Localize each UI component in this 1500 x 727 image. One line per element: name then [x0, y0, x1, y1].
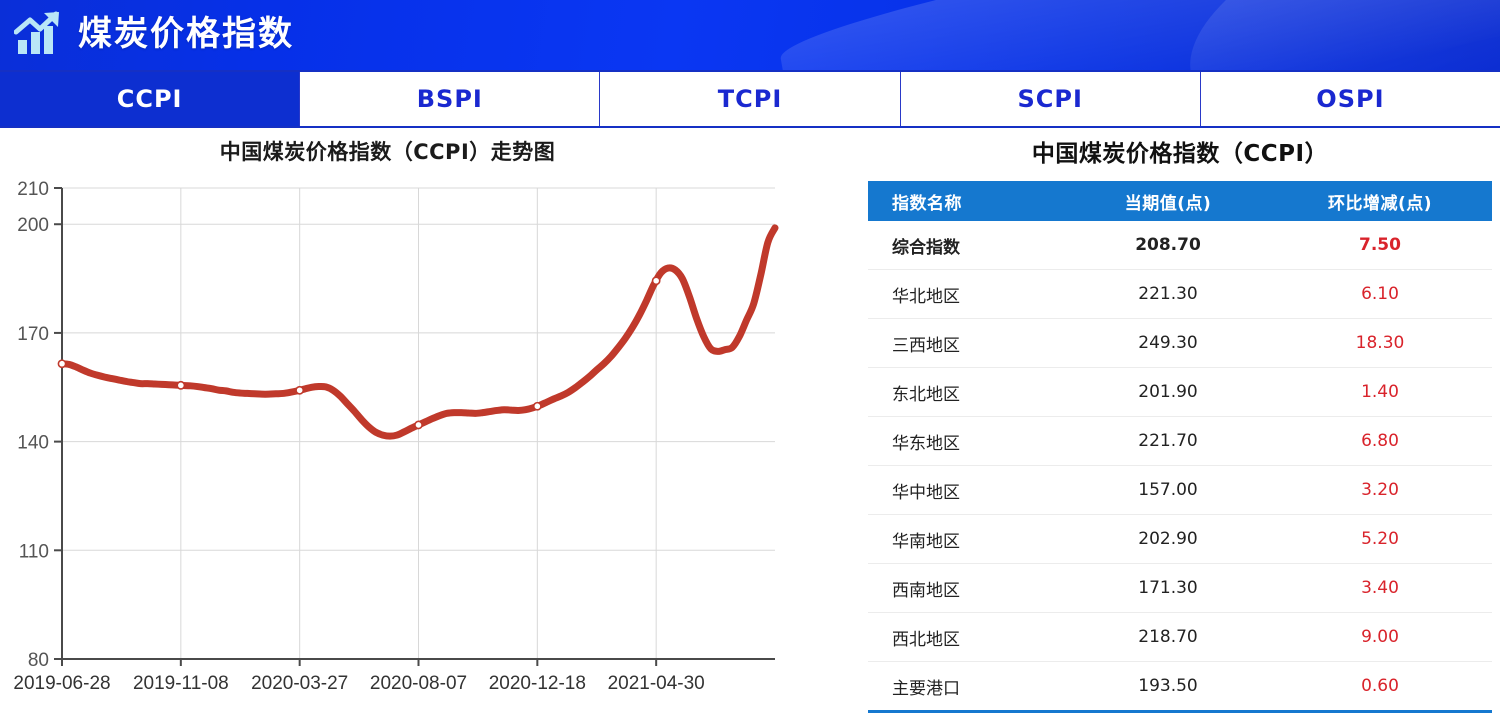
cell-index-name: 东北地区 — [868, 367, 1068, 417]
table-row: 西北地区 218.70 9.00 — [868, 612, 1492, 662]
chart-title: 中国煤炭价格指数（CCPI）走势图 — [219, 140, 556, 164]
cell-change-value: 7.50 — [1268, 221, 1492, 270]
chart-x-tick-label: 2021-04-30 — [608, 673, 705, 694]
app-header: 煤炭价格指数 — [0, 0, 1500, 70]
content-area: 中国煤炭价格指数（CCPI）走势图 210 200 170 140 110 80 2019-… — [0, 128, 1500, 727]
chart-x-tick-label: 2020-12-18 — [489, 673, 586, 694]
table-row: 西南地区 171.30 3.40 — [868, 563, 1492, 613]
chart-data-point-marker — [651, 276, 661, 286]
cell-index-name: 主要港口 — [868, 661, 1068, 713]
cell-change-value: 6.10 — [1268, 269, 1492, 319]
table-title: 中国煤炭价格指数（CCPI） — [1031, 141, 1329, 167]
column-header-name: 指数名称 — [868, 181, 1068, 221]
cell-current-value: 201.90 — [1068, 367, 1268, 417]
cell-index-name: 西南地区 — [868, 563, 1068, 613]
table-row: 主要港口 193.50 0.60 — [868, 661, 1492, 713]
header-light-streak-secondary — [1161, 0, 1500, 70]
chart-y-tick-label: 200 — [17, 215, 49, 236]
chart-x-tick-label: 2020-03-27 — [251, 673, 348, 694]
chart-y-tick-label: 140 — [17, 433, 49, 454]
cell-change-value: 3.20 — [1268, 465, 1492, 515]
cell-current-value: 171.30 — [1068, 563, 1268, 613]
table-row: 东北地区 201.90 1.40 — [868, 367, 1492, 417]
cell-change-value: 1.40 — [1268, 367, 1492, 417]
cell-index-name: 华东地区 — [868, 416, 1068, 466]
chart-data-point-marker — [176, 380, 186, 390]
chart-y-tick-label: 210 — [17, 179, 49, 200]
cell-current-value: 218.70 — [1068, 612, 1268, 662]
table-row: 华南地区 202.90 5.20 — [868, 514, 1492, 564]
chart-y-tick-label: 170 — [17, 324, 49, 345]
cell-current-value: 157.00 — [1068, 465, 1268, 515]
chart-panel: 中国煤炭价格指数（CCPI）走势图 210 200 170 140 110 80 2019-… — [0, 128, 860, 727]
cell-index-name: 华南地区 — [868, 514, 1068, 564]
header-light-streak — [773, 0, 1500, 70]
cell-change-value: 3.40 — [1268, 563, 1492, 613]
cell-index-name: 三西地区 — [868, 318, 1068, 368]
tab-ospi[interactable]: OSPI — [1316, 85, 1385, 113]
table-row: 华东地区 221.70 6.80 — [868, 416, 1492, 466]
page-title: 煤炭价格指数 — [78, 14, 294, 54]
cell-change-value: 5.20 — [1268, 514, 1492, 564]
cell-change-value: 9.00 — [1268, 612, 1492, 662]
column-header-change: 环比增减(点) — [1268, 181, 1492, 221]
tab-tcpi[interactable]: TCPI — [600, 72, 901, 126]
ccpi-trend-chart[interactable]: 210 200 170 140 110 80 2019-06-28 2019-11-08 202… — [0, 172, 860, 712]
index-table-panel: 中国煤炭价格指数（CCPI） 指数名称 当期值(点) 环比增减(点) 综合指数 2… — [860, 128, 1500, 727]
table-row: 综合指数 208.70 7.50 — [868, 221, 1492, 270]
tab-ccpi[interactable]: CCPI — [0, 72, 301, 126]
cell-change-value: 0.60 — [1268, 661, 1492, 713]
cell-change-value: 6.80 — [1268, 416, 1492, 466]
cell-index-name: 华中地区 — [868, 465, 1068, 515]
chart-y-tick-label: 80 — [28, 650, 49, 671]
ccpi-index-table: 指数名称 当期值(点) 环比增减(点) 综合指数 208.70 7.50 华北地区 22… — [868, 181, 1492, 713]
table-header-row: 指数名称 当期值(点) 环比增减(点) — [868, 181, 1492, 221]
tab-scpi[interactable]: SCPI — [901, 72, 1201, 126]
index-tabbar: CCPI BSPI TCPI SCPI OSPI — [0, 70, 1500, 128]
cell-index-name: 综合指数 — [868, 221, 1068, 270]
cell-current-value: 221.30 — [1068, 269, 1268, 319]
column-header-value: 当期值(点) — [1068, 181, 1268, 221]
cell-current-value: 249.30 — [1068, 318, 1268, 368]
chart-y-tick-label: 110 — [19, 541, 49, 562]
chart-data-point-marker — [414, 420, 423, 430]
chart-data-point-marker — [295, 385, 305, 395]
chart-data-point-marker — [532, 401, 542, 411]
cell-index-name: 西北地区 — [868, 612, 1068, 662]
chart-x-tick-label: 2019-06-28 — [13, 673, 110, 694]
table-body: 综合指数 208.70 7.50 华北地区 221.30 6.10 三西地区 249.30 18… — [868, 221, 1492, 713]
cell-index-name: 华北地区 — [868, 269, 1068, 319]
table-row: 三西地区 249.30 18.30 — [868, 318, 1492, 368]
cell-current-value: 202.90 — [1068, 514, 1268, 564]
table-row: 华中地区 157.00 3.20 — [868, 465, 1492, 515]
cell-current-value: 208.70 — [1068, 221, 1268, 270]
cell-change-value: 18.30 — [1268, 318, 1492, 368]
cell-current-value: 221.70 — [1068, 416, 1268, 466]
tab-bspi[interactable]: BSPI — [300, 72, 601, 126]
chart-x-tick-label: 2020-08-07 — [370, 673, 467, 694]
cell-current-value: 193.50 — [1068, 661, 1268, 713]
chart-data-point-marker — [57, 359, 67, 369]
chart-x-tick-label: 2019-11-08 — [133, 673, 229, 694]
table-row: 华北地区 221.30 6.10 — [868, 269, 1492, 319]
bar-chart-up-arrow-icon — [14, 11, 59, 54]
